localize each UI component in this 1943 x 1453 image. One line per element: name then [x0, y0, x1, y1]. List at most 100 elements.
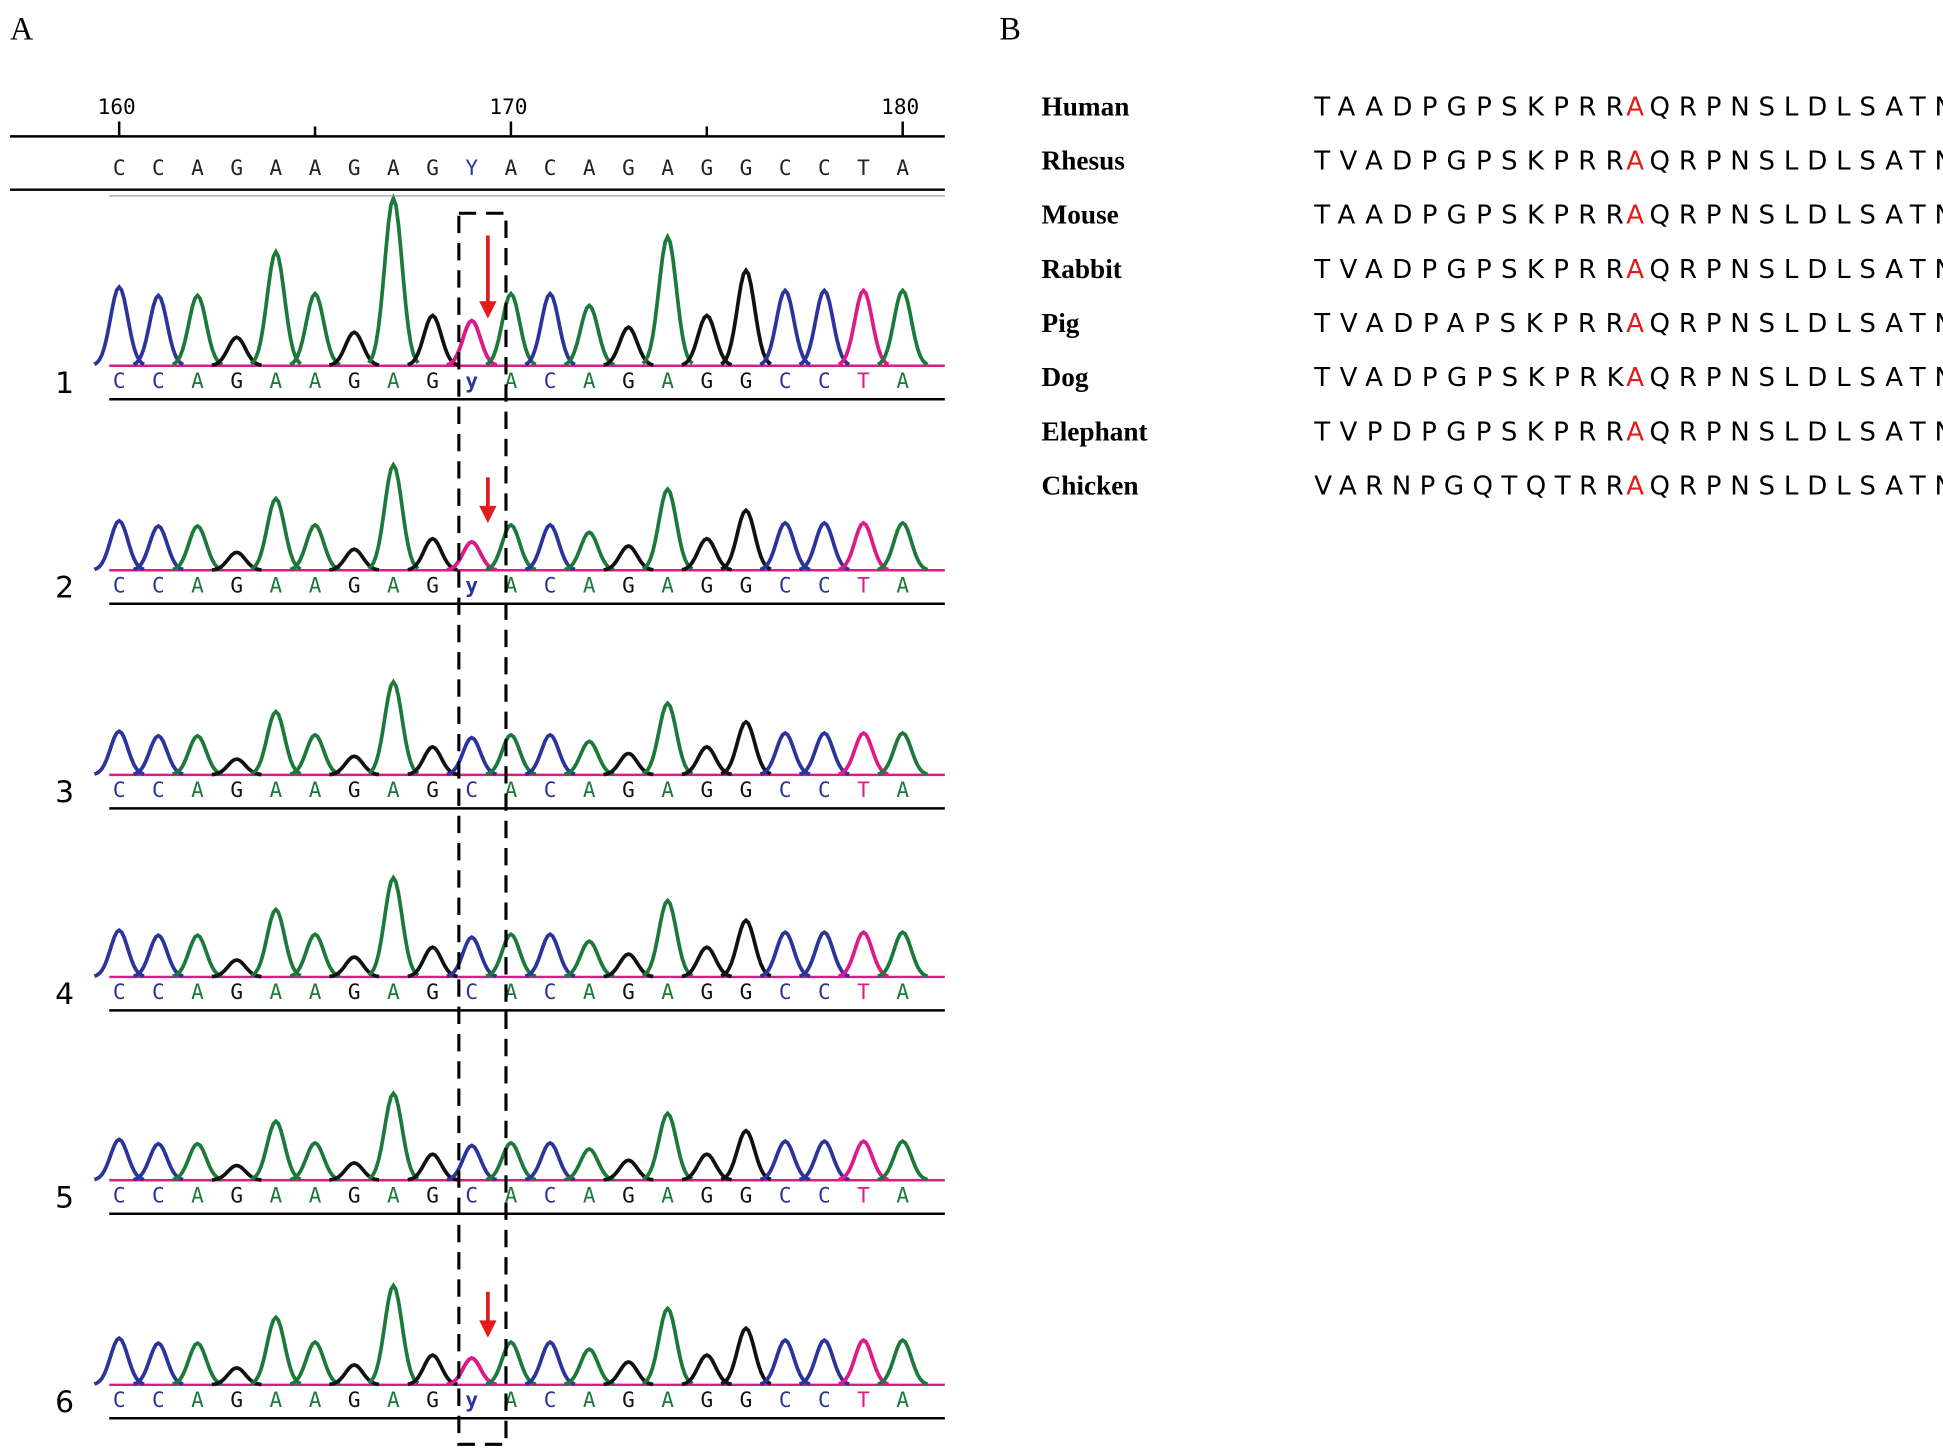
reference-base: C [544, 155, 557, 180]
trace-peak [681, 1152, 732, 1182]
ruler-tick-label: 160 [98, 94, 136, 119]
base-call: G [426, 573, 439, 598]
trace-peak [877, 1138, 929, 1182]
trace-peak [563, 530, 615, 572]
trace-peak [485, 932, 537, 978]
trace-peak [759, 1138, 811, 1182]
trace-peak [93, 284, 145, 366]
base-call: C [465, 1183, 478, 1208]
panel-label: A [10, 11, 34, 47]
reference-base: A [387, 155, 400, 180]
base-call: C [779, 368, 792, 393]
reference-base: C [113, 155, 126, 180]
ruler-tick-label: 170 [489, 94, 527, 119]
trace-peak [876, 287, 929, 367]
trace-peak [681, 1352, 733, 1387]
base-call: A [270, 368, 283, 393]
mutation-site: A [1626, 201, 1644, 231]
trace-peak [798, 930, 850, 978]
trace-peak [249, 248, 302, 366]
trace-peak [799, 730, 850, 776]
trace-peak [798, 287, 851, 367]
trace-peak [132, 292, 185, 367]
species-name: Dog [1042, 362, 1089, 392]
base-call: G [348, 979, 361, 1004]
trace-peak [641, 700, 694, 776]
trace-peak [172, 933, 223, 978]
trace-peak [759, 930, 811, 978]
reference-base: Y [465, 155, 478, 180]
base-call: A [387, 777, 400, 802]
trace-peak [367, 1090, 420, 1181]
base-call: G [740, 777, 753, 802]
mutation-site: A [1626, 92, 1644, 122]
trace-peak [93, 1335, 145, 1386]
base-call: A [387, 573, 400, 598]
reference-base: G [700, 155, 713, 180]
base-call: G [426, 979, 439, 1004]
trace-peak [446, 539, 497, 572]
base-call: C [113, 1183, 126, 1208]
species-name: Human [1042, 91, 1130, 121]
trace-peak [720, 1325, 772, 1386]
trace-label: 4 [55, 977, 74, 1012]
trace-peak [877, 930, 929, 978]
trace-peak [838, 730, 889, 776]
trace-peak [681, 744, 732, 777]
base-call: G [230, 573, 243, 598]
base-call: G [230, 1183, 243, 1208]
trace-peak [407, 945, 458, 979]
trace-peak [485, 290, 537, 367]
base-call: C [465, 979, 478, 1004]
trace-peak [838, 1138, 889, 1182]
reference-base: T [857, 155, 870, 180]
base-call: A [505, 573, 518, 598]
trace-peak [250, 708, 302, 776]
base-call: A [896, 1183, 909, 1208]
base-call: A [309, 979, 322, 1004]
trace-peak [759, 730, 811, 776]
highlight-box [457, 211, 508, 1446]
trace-peak [367, 193, 420, 365]
base-call: A [505, 1183, 518, 1208]
sequence: QRPNSLDLSATN [1650, 363, 1943, 393]
base-call: A [387, 979, 400, 1004]
base-call: C [779, 979, 792, 1004]
trace-peak [133, 1340, 184, 1386]
base-call: A [270, 1387, 283, 1412]
species-name: Elephant [1042, 416, 1148, 446]
base-call: G [426, 368, 439, 393]
sequence: QRPNSLDLSATN [1650, 417, 1943, 447]
sequence: TVADPAPSKPRR [1313, 309, 1623, 339]
reference-base: A [583, 155, 596, 180]
base-call: A [661, 1183, 674, 1208]
trace-peak [367, 874, 420, 977]
base-call: A [270, 1183, 283, 1208]
reference-base: G [426, 155, 439, 180]
base-call: C [152, 1387, 165, 1412]
base-call: A [309, 1387, 322, 1412]
base-call: T [857, 1387, 870, 1412]
base-call: A [191, 573, 204, 598]
base-call: G [230, 1387, 243, 1412]
trace-peak [524, 732, 576, 776]
base-call: A [896, 573, 909, 598]
trace-peak [289, 732, 341, 776]
trace-peak [485, 1339, 537, 1386]
base-call: G [700, 368, 713, 393]
base-call: G [622, 979, 635, 1004]
base-call: A [387, 1183, 400, 1208]
trace-peak [838, 520, 890, 572]
trace-peak [132, 733, 184, 776]
base-call: G [348, 1387, 361, 1412]
trace-peak [798, 1337, 850, 1386]
base-call: C [152, 368, 165, 393]
base-call: y [465, 1387, 478, 1412]
trace-peak [681, 536, 733, 572]
sequence: QRPNSLDLSATN [1650, 255, 1943, 285]
